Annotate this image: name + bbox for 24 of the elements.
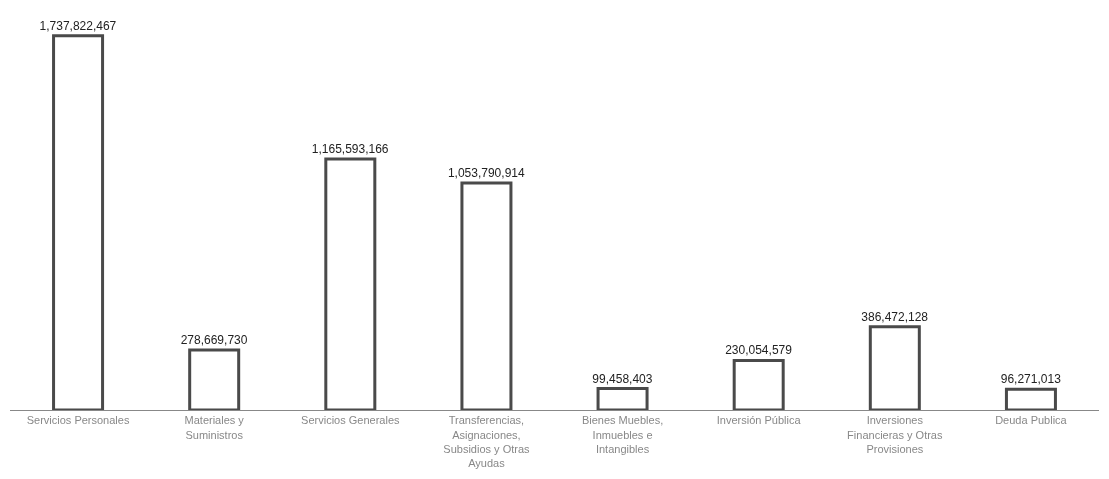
data-label: 96,271,013 xyxy=(1000,372,1062,387)
bar xyxy=(324,157,377,410)
data-label: 386,472,128 xyxy=(861,309,929,324)
bar xyxy=(460,181,513,410)
bar xyxy=(868,325,921,410)
x-tick-label: Inversiones Financieras y Otras Provisiones xyxy=(847,414,943,455)
bar xyxy=(1004,387,1057,410)
bar xyxy=(52,34,105,410)
data-label: 99,458,403 xyxy=(592,371,653,386)
data-label: 1,053,790,914 xyxy=(447,166,525,181)
data-label: 230,054,579 xyxy=(725,343,793,358)
x-tick-label: Servicios Personales xyxy=(26,414,130,427)
x-tick-label: Bienes Muebles, Inmuebles e Intangibles xyxy=(581,414,664,455)
x-tick-label: Inversión Pública xyxy=(716,414,802,427)
bar xyxy=(188,348,241,410)
bar xyxy=(732,358,785,410)
x-tick-label: Materiales y Suministros xyxy=(184,414,245,441)
data-label: 278,669,730 xyxy=(180,332,248,347)
data-label: 1,737,822,467 xyxy=(39,18,117,33)
x-tick-label: Deuda Publica xyxy=(995,414,1068,427)
bar xyxy=(596,387,649,410)
x-tick-label: Servicios Generales xyxy=(301,414,401,427)
data-label: 1,165,593,166 xyxy=(311,141,389,156)
x-tick-label: Transferencias, Asignaciones, Subsidios y Otras Ayudas xyxy=(443,414,531,470)
